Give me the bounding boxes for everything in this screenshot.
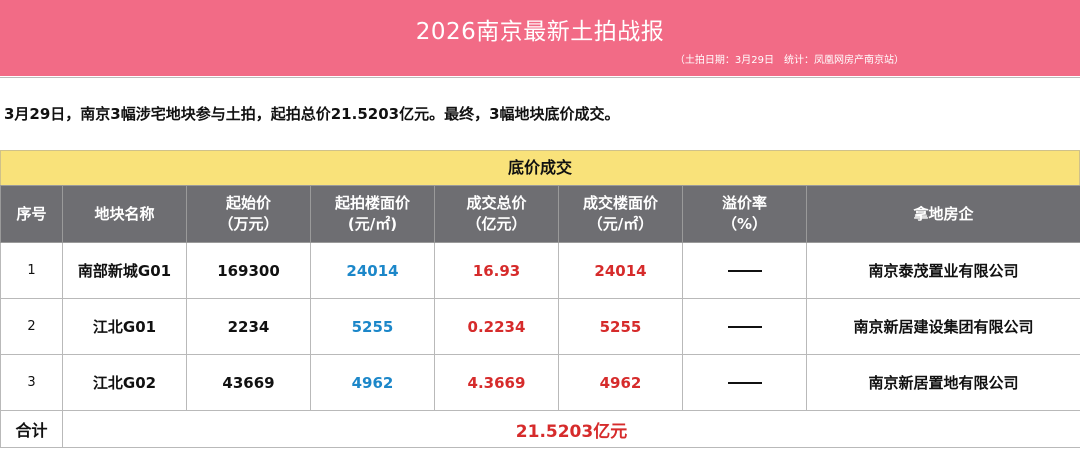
total-label: 合计 [0,410,63,448]
cell-deal-total: 4.3669 [434,354,559,411]
cell-deal-floor-price: 5255 [558,298,683,355]
cell-premium-rate [682,242,807,299]
cell-name: 南部新城G01 [62,242,187,299]
land-auction-table: 序号 地块名称 起始价 （万元） 起拍楼面价 (元/㎡) 成交总价 （亿元） 成交楼面… [0,185,1080,448]
dash-icon [727,270,762,272]
cell-no: 3 [0,354,63,411]
table-header-row: 序号 地块名称 起始价 （万元） 起拍楼面价 (元/㎡) 成交总价 （亿元） 成交楼面… [0,185,1080,243]
cell-no: 2 [0,298,63,355]
column-header-start-floor-price: 起拍楼面价 (元/㎡) [310,185,435,243]
cell-start-price: 2234 [186,298,311,355]
report-title: 2026南京最新土拍战报 [415,19,665,45]
table-row: 3 江北G02 43669 4962 4.3669 4962 南京新居置地有限公… [0,354,1080,411]
cell-premium-rate [682,354,807,411]
table-row: 2 江北G01 2234 5255 0.2234 5255 南京新居建设集团有限… [0,298,1080,355]
dash-icon [727,382,762,384]
dash-icon [727,326,762,328]
cell-start-floor-price: 24014 [310,242,435,299]
section-title: 底价成交 [0,150,1080,186]
total-row: 合计 21.5203亿元 [0,410,1080,448]
cell-deal-floor-price: 24014 [558,242,683,299]
column-header-no: 序号 [0,185,63,243]
table-row: 1 南部新城G01 169300 24014 16.93 24014 南京泰茂置… [0,242,1080,299]
column-header-start-price: 起始价 （万元） [186,185,311,243]
cell-start-price: 169300 [186,242,311,299]
cell-deal-floor-price: 4962 [558,354,683,411]
cell-no: 1 [0,242,63,299]
cell-start-floor-price: 5255 [310,298,435,355]
cell-name: 江北G01 [62,298,187,355]
cell-company: 南京新居建设集团有限公司 [806,298,1080,355]
report-header: 2026南京最新土拍战报 （土拍日期：3月29日 统计：凤凰网房产南京站） [0,0,1080,76]
cell-company: 南京泰茂置业有限公司 [806,242,1080,299]
cell-premium-rate [682,298,807,355]
total-value: 21.5203亿元 [62,410,1080,448]
column-header-name: 地块名称 [62,185,187,243]
column-header-company: 拿地房企 [806,185,1080,243]
report-subtitle: （土拍日期：3月29日 统计：凤凰网房产南京站） [674,55,904,66]
column-header-premium-rate: 溢价率 （%） [682,185,807,243]
cell-deal-total: 16.93 [434,242,559,299]
cell-deal-total: 0.2234 [434,298,559,355]
cell-company: 南京新居置地有限公司 [806,354,1080,411]
cell-name: 江北G02 [62,354,187,411]
summary-panel: 3月29日，南京3幅涉宅地块参与土拍，起拍总价21.5203亿元。最终，3幅地块… [0,77,1080,150]
column-header-deal-floor-price: 成交楼面价 （元/㎡） [558,185,683,243]
summary-text: 3月29日，南京3幅涉宅地块参与土拍，起拍总价21.5203亿元。最终，3幅地块… [4,105,620,123]
column-header-deal-total: 成交总价 （亿元） [434,185,559,243]
cell-start-price: 43669 [186,354,311,411]
cell-start-floor-price: 4962 [310,354,435,411]
